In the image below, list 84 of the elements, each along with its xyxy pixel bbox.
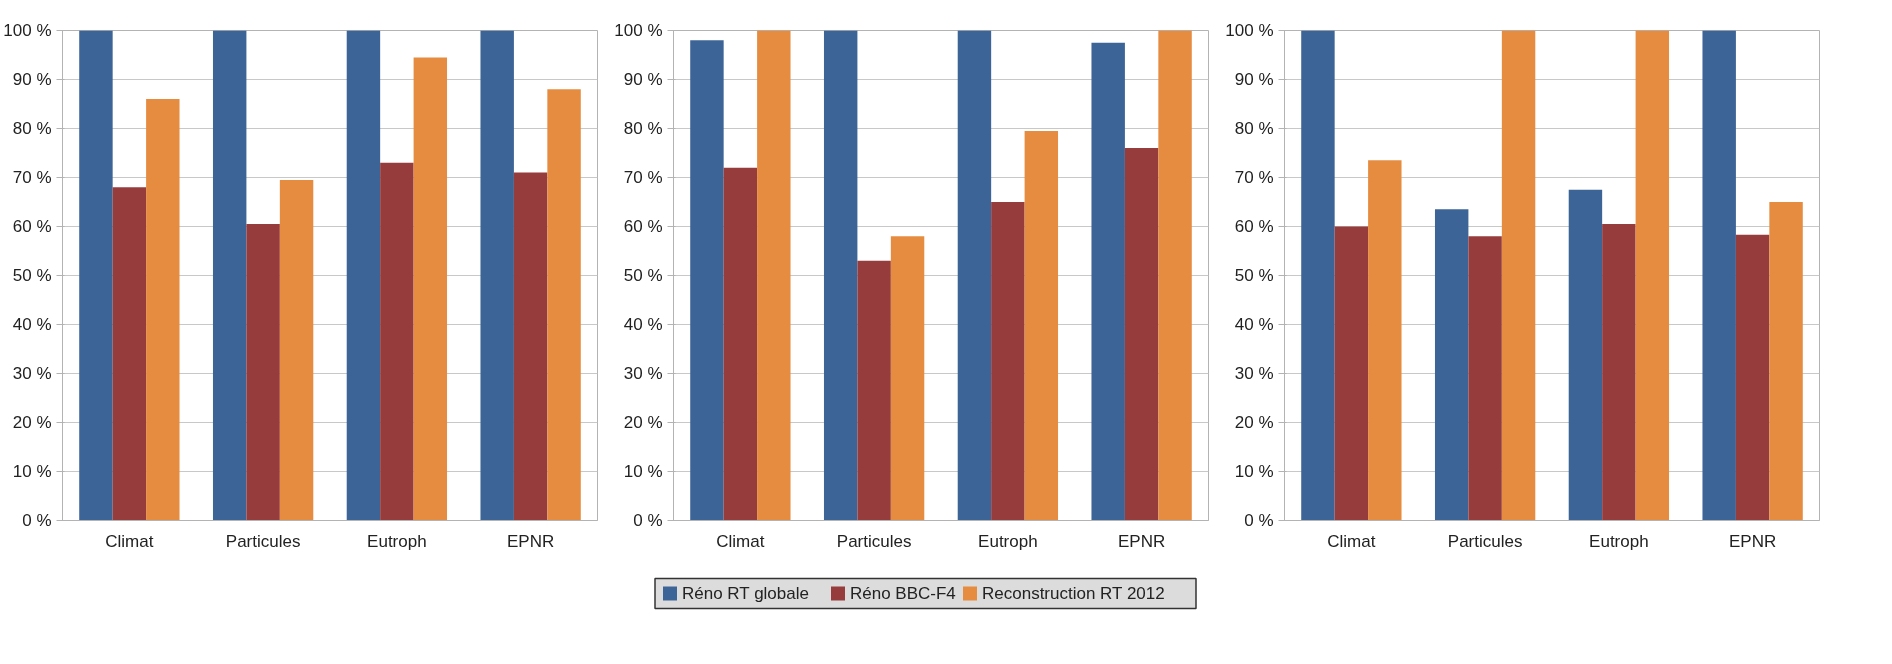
y-tick-label: 50 % xyxy=(12,266,52,285)
y-tick-label: 50 % xyxy=(623,266,663,285)
bar xyxy=(857,260,891,521)
y-tick-label: 80 % xyxy=(12,119,52,138)
bar xyxy=(957,30,992,521)
bar xyxy=(1702,30,1736,521)
bar xyxy=(513,172,548,521)
x-tick-label: Climat xyxy=(1327,531,1376,551)
bar xyxy=(279,179,314,521)
y-tick-label: 100 % xyxy=(1225,21,1274,40)
bar xyxy=(1468,236,1502,521)
bar xyxy=(1301,30,1335,521)
y-tick-label: 0 % xyxy=(22,511,52,530)
x-tick-label: Climat xyxy=(716,531,765,551)
y-tick-label: 10 % xyxy=(623,462,663,481)
y-tick-label: 30 % xyxy=(623,364,663,383)
bar xyxy=(757,30,791,521)
bar xyxy=(413,57,448,521)
y-tick-label: 0 % xyxy=(1244,511,1274,530)
y-tick-label: 90 % xyxy=(1234,70,1274,89)
y-tick-label: 60 % xyxy=(623,217,663,236)
y-tick-label: 20 % xyxy=(1234,413,1274,432)
bar xyxy=(1568,189,1603,521)
y-tick-label: 10 % xyxy=(12,462,52,481)
x-tick-label: EPNR xyxy=(1729,531,1777,551)
y-tick-label: 100 % xyxy=(3,21,52,40)
y-tick-label: 30 % xyxy=(1234,364,1274,383)
y-tick-label: 20 % xyxy=(12,413,52,432)
y-tick-label: 0 % xyxy=(633,511,663,530)
bar xyxy=(1602,224,1636,521)
x-tick-label: Particules xyxy=(225,531,301,551)
x-tick-label: Particules xyxy=(836,531,912,551)
y-tick-label: 80 % xyxy=(623,119,663,138)
y-tick-label: 60 % xyxy=(1234,217,1274,236)
y-tick-label: 80 % xyxy=(1234,119,1274,138)
bar xyxy=(1635,30,1670,521)
bar xyxy=(991,202,1025,521)
x-tick-label: Climat xyxy=(105,531,154,551)
bar xyxy=(1158,30,1192,521)
y-tick-label: 50 % xyxy=(1234,266,1274,285)
y-tick-label: 70 % xyxy=(623,168,663,187)
y-tick-label: 70 % xyxy=(1234,168,1274,187)
bar xyxy=(146,99,180,521)
y-tick-label: 20 % xyxy=(623,413,663,432)
bar xyxy=(79,30,113,521)
bar xyxy=(1368,160,1402,521)
y-tick-label: 90 % xyxy=(12,70,52,89)
bar xyxy=(1124,148,1159,521)
bar xyxy=(547,89,581,521)
legend-label: Réno BBC-F4 xyxy=(850,584,956,603)
y-tick-label: 70 % xyxy=(12,168,52,187)
bar xyxy=(1434,209,1469,521)
bar xyxy=(112,187,147,521)
x-tick-label: Eutroph xyxy=(1589,531,1649,551)
bar xyxy=(380,162,414,521)
bar xyxy=(1334,226,1369,521)
bar xyxy=(690,40,724,521)
x-tick-label: Particules xyxy=(1447,531,1523,551)
y-tick-label: 40 % xyxy=(623,315,663,334)
y-tick-label: 40 % xyxy=(12,315,52,334)
bar xyxy=(1024,130,1059,521)
bar xyxy=(246,224,280,521)
y-tick-label: 60 % xyxy=(12,217,52,236)
legend-label: Reconstruction RT 2012 xyxy=(982,584,1165,603)
bar xyxy=(1501,30,1536,521)
y-tick-label: 30 % xyxy=(12,364,52,383)
legend-label: Réno RT globale xyxy=(682,584,809,603)
y-tick-label: 10 % xyxy=(1234,462,1274,481)
bar xyxy=(723,167,758,521)
x-tick-label: EPNR xyxy=(1118,531,1166,551)
bar xyxy=(212,30,247,521)
y-tick-label: 40 % xyxy=(1234,315,1274,334)
x-tick-label: Eutroph xyxy=(978,531,1038,551)
x-tick-label: EPNR xyxy=(507,531,555,551)
bar xyxy=(823,30,858,521)
y-tick-label: 90 % xyxy=(623,70,663,89)
bar xyxy=(346,30,381,521)
bar xyxy=(1091,42,1125,521)
x-tick-label: Eutroph xyxy=(367,531,427,551)
bar xyxy=(480,30,514,521)
y-tick-label: 100 % xyxy=(614,21,663,40)
bar xyxy=(1735,234,1770,521)
bar xyxy=(890,236,925,521)
bar xyxy=(1769,202,1803,521)
